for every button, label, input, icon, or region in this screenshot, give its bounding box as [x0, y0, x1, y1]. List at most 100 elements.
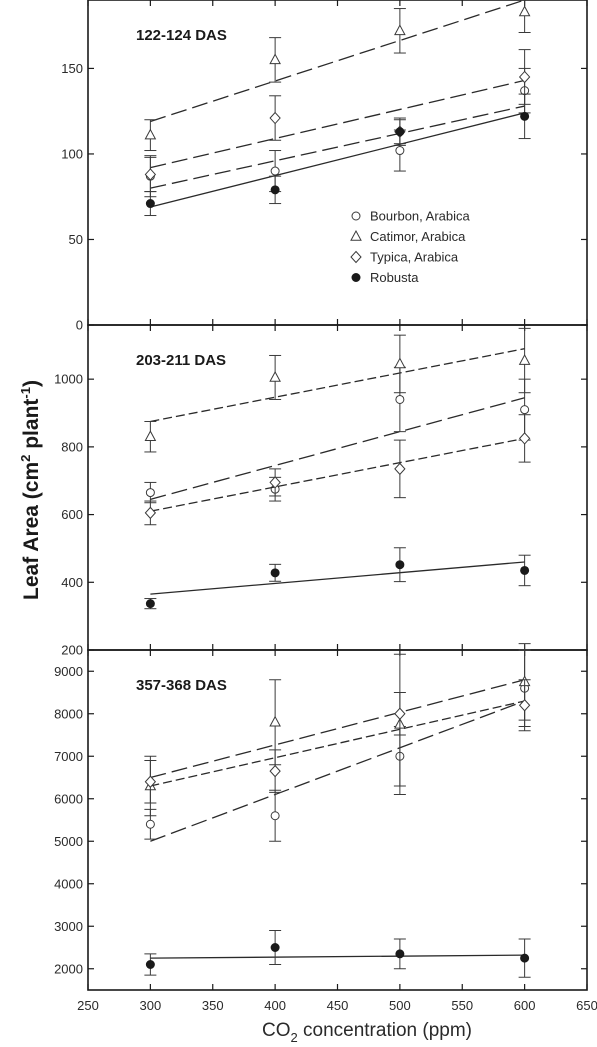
x-tick-label: 600 — [514, 998, 536, 1013]
x-tick-label: 500 — [389, 998, 411, 1013]
series-typica-arabica — [144, 49, 531, 193]
fit-line — [150, 397, 525, 500]
x-tick-label: 300 — [140, 998, 162, 1013]
panels-layer: 0 50 100 150 122-124 DAS 200 400 600 800 1000 203-… — [54, 0, 588, 991]
fit-line — [150, 954, 525, 959]
y-tick-label: 9000 — [54, 664, 83, 679]
legend-marker — [350, 229, 362, 241]
data-point — [518, 699, 531, 712]
y-tick-label: 50 — [69, 232, 83, 247]
legend-marker — [350, 250, 362, 264]
legend-label: Bourbon, Arabica — [370, 209, 471, 224]
series-robusta — [144, 930, 531, 978]
data-point — [144, 168, 157, 181]
panel-frame — [87, 0, 588, 326]
series-bourbon-arabica — [144, 67, 531, 198]
data-point — [270, 811, 280, 821]
data-point — [518, 432, 531, 445]
panel-1: 0 50 100 150 122-124 DAS — [61, 0, 588, 333]
data-point — [144, 775, 157, 788]
x-tick-label: 450 — [327, 998, 349, 1013]
fit-line — [150, 437, 525, 512]
panel-3: 2000 3000 4000 5000 6000 7000 8000 9000 357-368 … — [54, 643, 588, 991]
data-point — [520, 565, 530, 575]
y-tick-label: 1000 — [54, 372, 83, 387]
data-point — [394, 707, 406, 720]
data-point — [145, 599, 155, 609]
data-point — [269, 476, 281, 489]
series-typica-arabica — [144, 414, 531, 526]
data-point — [520, 405, 530, 415]
legend-marker — [351, 211, 361, 221]
x-tick-label: 250 — [77, 998, 99, 1013]
fit-line — [150, 0, 525, 123]
y-tick-label: 5000 — [54, 834, 83, 849]
data-point — [518, 353, 531, 365]
fit-line — [150, 700, 525, 842]
data-point — [269, 370, 281, 382]
panel-frame — [87, 324, 588, 651]
fit-line — [150, 79, 525, 169]
y-tick-label: 0 — [76, 318, 83, 333]
data-point — [395, 394, 405, 404]
y-tick-label: 8000 — [54, 706, 83, 721]
series-bourbon-arabica — [144, 366, 531, 504]
y-tick-label: 400 — [61, 575, 83, 590]
data-point — [269, 764, 281, 778]
x-axis: 250 300 350 400 450 500 550 600 650 — [77, 998, 597, 1013]
y-tick-label: 150 — [61, 61, 83, 76]
fit-line — [150, 348, 525, 423]
data-point — [394, 357, 406, 369]
y-tick-label: 2000 — [54, 961, 83, 976]
data-point — [269, 53, 281, 65]
series-catimor-arabica — [144, 0, 531, 152]
data-point — [520, 111, 530, 121]
data-point — [518, 70, 531, 84]
x-tick-label: 350 — [202, 998, 224, 1013]
panel-2: 200 400 600 800 1000 203-211 DAS — [54, 324, 588, 658]
data-point — [145, 199, 155, 209]
fit-line — [150, 561, 525, 595]
data-point — [395, 146, 405, 156]
fit-line — [150, 112, 525, 208]
x-tick-label: 650 — [576, 998, 597, 1013]
data-point — [269, 111, 281, 125]
y-tick-label: 100 — [61, 146, 83, 161]
legend-label: Typica, Arabica — [370, 250, 459, 265]
y-tick-label: 200 — [61, 643, 83, 658]
data-point — [144, 128, 157, 140]
series-robusta — [144, 547, 531, 610]
data-point — [270, 185, 280, 195]
data-point — [144, 506, 157, 520]
legend-marker — [351, 273, 361, 282]
x-tick-label: 550 — [451, 998, 473, 1013]
panel-title: 122-124 DAS — [136, 27, 227, 44]
x-tick-label: 400 — [264, 998, 286, 1013]
y-tick-label: 7000 — [54, 749, 83, 764]
panel-title: 203-211 DAS — [136, 352, 226, 369]
series-typica-arabica — [144, 679, 531, 804]
data-point — [520, 953, 530, 963]
data-point — [270, 568, 280, 578]
data-point — [270, 943, 280, 952]
y-tick-label: 800 — [61, 439, 83, 454]
data-point — [269, 715, 281, 727]
data-point — [395, 949, 405, 959]
y-tick-label: 4000 — [54, 876, 83, 891]
data-point — [395, 560, 405, 570]
y-axis-label: Leaf Area (cm2 plant-1) — [18, 380, 43, 600]
y-tick-label: 3000 — [54, 919, 83, 934]
fit-line — [150, 679, 525, 779]
legend: Bourbon, Arabica Catimor, Arabica Typica, … — [350, 209, 471, 285]
data-point — [395, 127, 405, 137]
y-tick-label: 600 — [61, 507, 83, 522]
data-point — [145, 488, 155, 498]
panel-frame — [87, 649, 588, 991]
x-axis-label: CO2 concentration (ppm) — [262, 1020, 472, 1045]
data-point — [394, 24, 406, 36]
fit-line — [150, 700, 525, 787]
data-point — [270, 166, 280, 176]
legend-label: Catimor, Arabica — [370, 229, 466, 244]
panel-title: 357-368 DAS — [136, 677, 227, 694]
